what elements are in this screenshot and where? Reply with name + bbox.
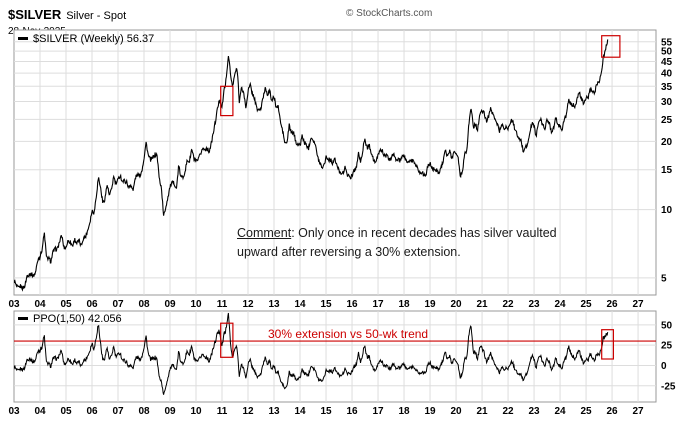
y-tick-label: 50	[661, 320, 673, 331]
x-tick-label: 27	[632, 406, 644, 417]
x-tick-label: 13	[268, 299, 280, 310]
x-tick-label: 06	[86, 299, 98, 310]
x-tick-label: 19	[424, 299, 436, 310]
x-tick-label: 09	[164, 406, 176, 417]
x-tick-label: 16	[346, 406, 358, 417]
series-line-icon	[18, 36, 28, 40]
y-tick-label: 30	[661, 97, 673, 108]
ppo-legend-text: PPO(1,50) 42.056	[33, 313, 122, 325]
price-legend-text: $SILVER (Weekly) 56.37	[33, 33, 155, 45]
x-tick-label: 14	[294, 299, 306, 310]
comment-text: : Only once in recent decades has silver…	[237, 226, 557, 259]
price-series	[14, 39, 609, 292]
x-tick-label: 27	[632, 299, 644, 310]
y-tick-label: 40	[661, 69, 673, 80]
x-tick-label: 25	[580, 299, 592, 310]
y-tick-label: 25	[661, 341, 673, 352]
stockcharts-watermark: © StockCharts.com	[346, 8, 433, 19]
x-tick-label: 04	[34, 299, 46, 310]
y-tick-label: 25	[661, 115, 673, 126]
y-tick-label: 15	[661, 165, 673, 176]
series-line-icon	[18, 316, 28, 320]
x-tick-label: 07	[112, 299, 124, 310]
x-tick-label: 17	[372, 299, 384, 310]
x-tick-label: 08	[138, 299, 150, 310]
symbol-description: Silver - Spot	[66, 10, 127, 22]
x-tick-label: 12	[242, 299, 254, 310]
ppo-panel-legend: PPO(1,50) 42.056	[18, 313, 122, 325]
x-tick-label: 16	[346, 299, 358, 310]
x-tick-label: 23	[528, 299, 540, 310]
x-tick-label: 09	[164, 299, 176, 310]
x-tick-label: 20	[450, 406, 462, 417]
annotation-box	[601, 329, 615, 360]
x-tick-label: 05	[60, 299, 72, 310]
x-tick-label: 23	[528, 406, 540, 417]
x-tick-label: 18	[398, 406, 410, 417]
x-tick-label: 22	[502, 406, 514, 417]
annotation-box	[601, 35, 621, 58]
comment-annotation: Comment: Only once in recent decades has…	[237, 224, 569, 262]
x-tick-label: 17	[372, 406, 384, 417]
x-tick-label: 11	[217, 299, 228, 310]
x-tick-label: 26	[606, 406, 618, 417]
x-tick-label: 05	[60, 406, 72, 417]
x-tick-label: 20	[450, 299, 462, 310]
x-tick-label: 24	[554, 299, 566, 310]
x-tick-label: 21	[476, 406, 488, 417]
x-tick-label: 11	[217, 406, 228, 417]
x-tick-label: 10	[190, 406, 202, 417]
x-tick-label: 18	[398, 299, 410, 310]
x-tick-label: 12	[242, 406, 254, 417]
symbol-title: $SILVER	[8, 7, 62, 22]
x-tick-label: 04	[34, 406, 46, 417]
annotation-box	[220, 322, 234, 358]
y-tick-label: 55	[661, 37, 673, 48]
x-tick-label: 21	[476, 299, 488, 310]
y-tick-label: 0	[661, 361, 667, 372]
y-tick-label: 5	[661, 273, 667, 284]
x-tick-label: 14	[294, 406, 306, 417]
comment-label: Comment	[237, 226, 292, 240]
x-tick-label: 10	[190, 299, 202, 310]
y-tick-label: 45	[661, 57, 673, 68]
y-tick-label: 50	[661, 47, 673, 58]
x-tick-label: 24	[554, 406, 566, 417]
x-tick-label: 03	[8, 299, 20, 310]
ppo-series	[14, 312, 609, 395]
x-tick-label: 15	[320, 406, 332, 417]
x-tick-label: 26	[606, 299, 618, 310]
price-panel-frame	[13, 29, 657, 296]
x-tick-label: 03	[8, 406, 20, 417]
x-tick-label: 25	[580, 406, 592, 417]
y-tick-label: 10	[661, 205, 673, 216]
extension-threshold-label: 30% extension vs 50-wk trend	[268, 327, 429, 341]
x-tick-label: 19	[424, 406, 436, 417]
y-tick-label: 35	[661, 82, 673, 93]
y-tick-label: 20	[661, 137, 673, 148]
price-panel-legend: $SILVER (Weekly) 56.37	[18, 33, 154, 45]
x-tick-label: 22	[502, 299, 514, 310]
x-tick-label: 08	[138, 406, 150, 417]
annotation-box	[220, 85, 234, 117]
y-tick-label: -25	[661, 381, 676, 392]
x-tick-label: 06	[86, 406, 98, 417]
x-tick-label: 07	[112, 406, 124, 417]
x-tick-label: 13	[268, 406, 280, 417]
x-tick-label: 15	[320, 299, 332, 310]
